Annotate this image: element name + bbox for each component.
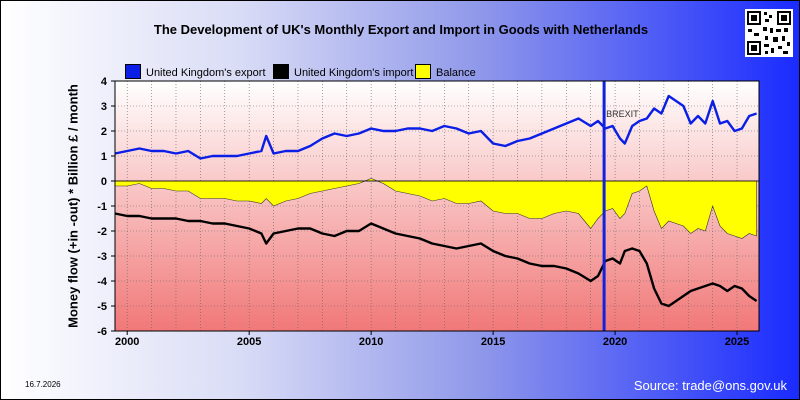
legend-item-import: United Kingdom's import — [273, 64, 414, 79]
y-tick-label: -4 — [97, 276, 108, 288]
x-tick-label: 2020 — [603, 336, 627, 348]
y-tick-label: -1 — [97, 201, 107, 213]
brexit-label: BREXIT — [606, 109, 639, 119]
legend-swatch-export — [125, 64, 141, 79]
legend-item-balance: Balance — [415, 64, 476, 79]
legend-label-balance: Balance — [436, 67, 476, 79]
y-tick-label: -6 — [97, 326, 107, 338]
import-line — [114, 212, 758, 308]
y-tick-label: 4 — [101, 76, 108, 88]
y-tick-label: -2 — [97, 226, 107, 238]
footer-date: 16.7.2026 — [25, 380, 61, 389]
legend-label-import: United Kingdom's import — [294, 67, 414, 79]
legend-label-export: United Kingdom's export — [146, 67, 266, 79]
qr-code-icon — [745, 9, 793, 57]
x-tick-label: 2005 — [237, 336, 261, 348]
export-line — [114, 94, 757, 160]
y-tick-label: -5 — [97, 301, 107, 313]
balance-area — [114, 178, 757, 239]
y-tick-label: 2 — [101, 126, 107, 138]
x-tick-label: 2015 — [481, 336, 505, 348]
legend-swatch-import — [273, 64, 289, 79]
x-tick-label: 2025 — [725, 336, 749, 348]
y-tick-label: -3 — [97, 251, 107, 263]
legend-item-export: United Kingdom's export — [125, 64, 266, 79]
y-tick-label: 3 — [101, 101, 107, 113]
legend-swatch-balance — [415, 64, 431, 79]
y-tick-label: 1 — [101, 151, 107, 163]
chart-title: The Development of UK's Monthly Export a… — [153, 22, 649, 37]
x-tick-label: 2000 — [115, 336, 139, 348]
y-tick-label: 0 — [101, 176, 107, 188]
x-tick-label: 2010 — [359, 336, 383, 348]
footer-source: Source: trade@ons.gov.uk — [633, 378, 787, 393]
